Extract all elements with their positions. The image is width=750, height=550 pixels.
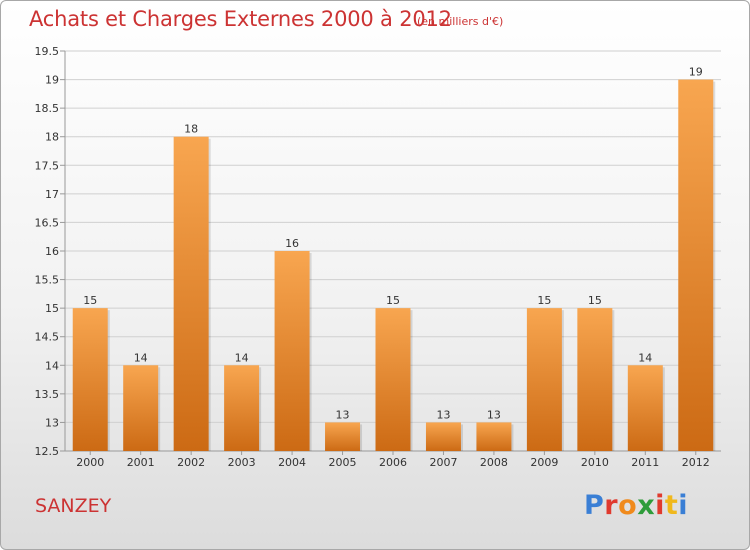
x-tick-label-2006: 2006	[379, 456, 407, 469]
x-tick-label-2008: 2008	[480, 456, 508, 469]
x-tick-label-2012: 2012	[682, 456, 710, 469]
y-tick-label: 19.5	[35, 45, 60, 58]
data-label-2008: 13	[487, 408, 501, 421]
bar-2001[interactable]	[123, 365, 159, 451]
bar-2005[interactable]	[325, 422, 361, 451]
bar-2011[interactable]	[627, 365, 663, 451]
y-tick-label: 19	[45, 74, 59, 87]
logo-letter: i	[678, 490, 689, 521]
data-label-2006: 15	[386, 294, 400, 307]
x-tick-label-2001: 2001	[127, 456, 155, 469]
logo-letter: t	[664, 490, 679, 521]
x-tick-label-2003: 2003	[228, 456, 256, 469]
data-label-2011: 14	[638, 351, 652, 364]
x-tick-label-2009: 2009	[530, 456, 558, 469]
x-tick-label-2002: 2002	[177, 456, 205, 469]
data-label-2005: 13	[336, 408, 350, 421]
bar-2006[interactable]	[375, 308, 411, 451]
bar-2009[interactable]	[526, 308, 562, 451]
data-label-2012: 19	[689, 66, 703, 79]
data-label-2002: 18	[184, 123, 198, 136]
y-tick-label: 15.5	[35, 274, 60, 287]
logo-letter: r	[604, 490, 619, 521]
bar-2000[interactable]	[72, 308, 108, 451]
bar-2004[interactable]	[274, 251, 310, 451]
data-label-2007: 13	[436, 408, 450, 421]
bar-2012[interactable]	[678, 79, 714, 452]
y-tick-label: 13.5	[35, 388, 60, 401]
y-tick-label: 14.5	[35, 331, 60, 344]
y-tick-label: 17.5	[35, 159, 60, 172]
data-labels: 15 14 18 14 16 13 15 13 13 15 15 14 19	[83, 66, 703, 422]
town-name: SANZEY	[35, 495, 112, 517]
y-tick-label: 12.5	[35, 445, 60, 458]
data-label-2004: 16	[285, 237, 299, 250]
y-tick-label: 18	[45, 131, 59, 144]
y-tick-label: 15	[45, 302, 59, 315]
data-label-2000: 15	[83, 294, 97, 307]
data-label-2009: 15	[537, 294, 551, 307]
bar-2002[interactable]	[173, 136, 209, 451]
bars	[72, 79, 716, 452]
data-label-2003: 14	[235, 351, 249, 364]
y-tick-label: 16	[45, 245, 59, 258]
proxiti-logo[interactable]: Proxiti	[584, 490, 688, 521]
logo-letter: P	[584, 490, 605, 521]
x-tick-label-2005: 2005	[329, 456, 357, 469]
bar-2003[interactable]	[224, 365, 260, 451]
x-tick-label-2007: 2007	[429, 456, 457, 469]
y-tick-label: 13	[45, 416, 59, 429]
logo-letter: o	[618, 490, 638, 521]
x-tick-label-2004: 2004	[278, 456, 306, 469]
chart-title: Achats et Charges Externes 2000 à 2012	[29, 7, 452, 31]
data-label-2001: 14	[134, 351, 148, 364]
x-tick-label-2010: 2010	[581, 456, 609, 469]
y-tick-label: 14	[45, 359, 59, 372]
bar-2007[interactable]	[425, 422, 461, 451]
y-tick-label: 16.5	[35, 216, 60, 229]
logo-letter: x	[637, 490, 656, 521]
y-tick-label: 18.5	[35, 102, 60, 115]
data-label-2010: 15	[588, 294, 602, 307]
logo-letter: i	[655, 490, 665, 521]
bar-2010[interactable]	[577, 308, 613, 451]
chart-subtitle: (en milliers d'€)	[417, 15, 504, 28]
y-tick-label: 17	[45, 188, 59, 201]
bar-2008[interactable]	[476, 422, 512, 451]
x-tick-label-2000: 2000	[76, 456, 104, 469]
x-tick-label-2011: 2011	[631, 456, 659, 469]
